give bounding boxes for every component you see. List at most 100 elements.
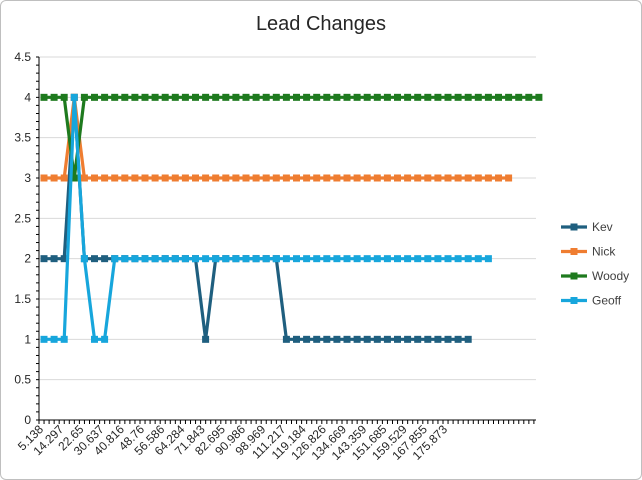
data-point-geoff [484, 255, 492, 263]
data-point-nick [111, 174, 119, 182]
data-point-geoff [343, 255, 351, 263]
data-point-geoff [111, 255, 119, 263]
data-point-nick [252, 174, 260, 182]
data-point-geoff [101, 335, 109, 343]
data-point-kev [293, 335, 300, 343]
data-point-nick [40, 174, 48, 182]
data-point-nick [484, 174, 492, 182]
data-point-woody [303, 93, 311, 101]
data-point-nick [262, 174, 270, 182]
data-point-nick [505, 174, 513, 182]
legend-label-woody: Woody [592, 269, 629, 283]
data-point-geoff [282, 255, 290, 263]
data-point-nick [91, 174, 98, 182]
data-point-woody [535, 93, 543, 101]
data-point-woody [151, 93, 159, 101]
legend-label-geoff: Geoff [592, 294, 622, 308]
chart-title: Lead Changes [255, 13, 387, 35]
data-point-geoff [444, 255, 452, 263]
data-point-nick [141, 174, 149, 182]
data-point-woody [414, 93, 422, 101]
y-tick-label: 0.5 [14, 373, 31, 387]
data-point-nick [434, 174, 442, 182]
data-point-kev [313, 335, 321, 343]
data-point-woody [313, 93, 321, 101]
data-point-nick [373, 174, 381, 182]
data-point-geoff [434, 255, 442, 263]
data-point-woody [192, 93, 199, 101]
data-point-geoff [131, 255, 139, 263]
data-point-geoff [121, 255, 129, 263]
data-point-nick [444, 174, 452, 182]
data-point-nick [212, 174, 220, 182]
data-point-kev [101, 255, 109, 263]
data-point-woody [434, 93, 442, 101]
data-point-geoff [151, 255, 159, 263]
data-point-kev [454, 335, 462, 343]
legend-label-kev: Kev [592, 220, 613, 234]
data-point-nick [181, 174, 189, 182]
y-tick-label: 0 [24, 413, 31, 427]
data-point-geoff [141, 255, 149, 263]
data-point-woody [91, 93, 98, 101]
data-point-geoff [363, 255, 371, 263]
legend-marker-geoff [570, 297, 578, 304]
data-point-geoff [171, 255, 179, 263]
data-point-geoff [202, 255, 210, 263]
data-point-nick [313, 174, 321, 182]
data-point-woody [232, 93, 240, 101]
data-point-geoff [161, 255, 169, 263]
data-point-woody [70, 174, 78, 182]
data-point-nick [121, 174, 129, 182]
data-point-kev [202, 335, 210, 343]
data-point-geoff [394, 255, 401, 263]
data-point-geoff [333, 255, 341, 263]
data-point-geoff [313, 255, 321, 263]
data-point-geoff [414, 255, 422, 263]
data-point-woody [495, 93, 502, 101]
data-point-geoff [464, 255, 472, 263]
data-point-nick [383, 174, 391, 182]
data-point-woody [454, 93, 462, 101]
data-point-nick [293, 174, 300, 182]
legend-marker-woody [570, 272, 578, 280]
data-point-geoff [80, 255, 88, 263]
data-point-woody [484, 93, 492, 101]
data-point-woody [141, 93, 149, 101]
data-point-geoff [222, 255, 230, 263]
data-point-woody [161, 93, 169, 101]
data-point-woody [212, 93, 220, 101]
data-point-nick [171, 174, 179, 182]
data-point-geoff [373, 255, 381, 263]
data-point-kev [414, 335, 422, 343]
data-point-kev [303, 335, 311, 343]
data-point-geoff [60, 335, 68, 343]
data-point-woody [293, 93, 300, 101]
data-point-geoff [212, 255, 220, 263]
data-point-geoff [91, 335, 98, 343]
data-point-woody [343, 93, 351, 101]
data-point-kev [323, 335, 331, 343]
data-point-geoff [303, 255, 311, 263]
data-point-nick [222, 174, 230, 182]
data-point-woody [383, 93, 391, 101]
data-point-woody [111, 93, 119, 101]
data-point-kev [434, 335, 442, 343]
data-point-geoff [70, 93, 78, 101]
data-point-nick [50, 174, 58, 182]
data-point-woody [242, 93, 250, 101]
legend-marker-kev [570, 223, 578, 231]
data-point-geoff [353, 255, 361, 263]
y-tick-label: 1 [24, 332, 31, 346]
data-point-geoff [242, 255, 250, 263]
data-point-nick [131, 174, 139, 182]
data-point-nick [474, 174, 482, 182]
data-point-kev [404, 335, 412, 343]
data-point-geoff [50, 335, 58, 343]
data-point-woody [121, 93, 129, 101]
data-point-nick [192, 174, 199, 182]
data-point-woody [333, 93, 341, 101]
data-point-kev [343, 335, 351, 343]
data-point-geoff [252, 255, 260, 263]
data-point-geoff [181, 255, 189, 263]
